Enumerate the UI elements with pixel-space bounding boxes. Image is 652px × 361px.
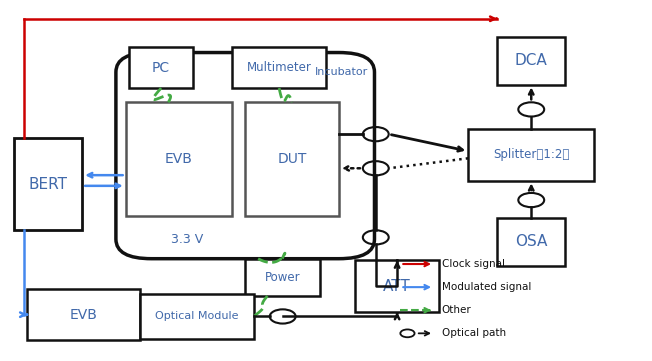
Text: EVB: EVB xyxy=(165,152,193,166)
Text: Incubator: Incubator xyxy=(315,67,368,77)
Text: Optical path: Optical path xyxy=(441,329,506,338)
Text: BERT: BERT xyxy=(29,177,68,192)
Text: PC: PC xyxy=(152,61,170,75)
Text: DUT: DUT xyxy=(277,152,306,166)
Text: Multimeter: Multimeter xyxy=(246,61,312,74)
FancyBboxPatch shape xyxy=(129,47,194,88)
FancyBboxPatch shape xyxy=(116,53,374,259)
FancyBboxPatch shape xyxy=(355,261,439,312)
Text: Modulated signal: Modulated signal xyxy=(441,282,531,292)
FancyBboxPatch shape xyxy=(14,138,82,230)
FancyBboxPatch shape xyxy=(497,36,565,84)
Text: Clock signal: Clock signal xyxy=(441,259,505,269)
Text: Splitter（1:2）: Splitter（1:2） xyxy=(493,148,569,161)
FancyBboxPatch shape xyxy=(245,259,319,296)
Text: Optical Module: Optical Module xyxy=(155,312,239,321)
FancyBboxPatch shape xyxy=(468,129,594,180)
Text: OSA: OSA xyxy=(515,234,548,249)
Text: ATT: ATT xyxy=(383,279,411,294)
FancyBboxPatch shape xyxy=(27,289,140,340)
FancyBboxPatch shape xyxy=(232,47,326,88)
FancyBboxPatch shape xyxy=(497,218,565,266)
Text: DCA: DCA xyxy=(515,53,548,68)
Text: EVB: EVB xyxy=(70,308,98,322)
FancyBboxPatch shape xyxy=(140,294,254,339)
Text: Other: Other xyxy=(441,305,471,315)
Text: Power: Power xyxy=(265,271,300,284)
FancyBboxPatch shape xyxy=(126,102,232,216)
Text: 3.3 V: 3.3 V xyxy=(171,232,203,245)
FancyBboxPatch shape xyxy=(245,102,339,216)
